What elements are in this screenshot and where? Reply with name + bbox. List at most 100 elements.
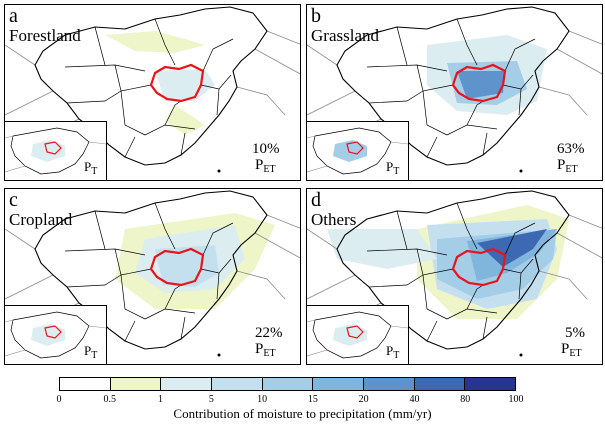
colorbar-tick-label: 100 [508, 394, 524, 405]
source-region-outline [451, 63, 507, 103]
inset-source-region [346, 325, 364, 339]
pt-label: PT [386, 343, 400, 362]
neighbor-boundary [254, 232, 300, 259]
province-boundary [422, 90, 448, 136]
inset-map-graphic [5, 306, 106, 364]
panel-letter: d [311, 189, 321, 211]
inset-neighbor-boundary [5, 319, 106, 357]
province-boundary [456, 202, 478, 250]
colorbar-swatch [313, 378, 365, 390]
neighbor-boundary [568, 214, 602, 229]
inset-map: PT [5, 121, 107, 180]
province-boundary [368, 274, 424, 288]
inset-country-outline [312, 127, 392, 175]
island-marker [217, 353, 221, 357]
colorbar-label: Contribution of moisture to precipitatio… [173, 406, 432, 421]
province-boundary [482, 316, 488, 340]
neighbor-boundary [538, 270, 588, 300]
province-boundary [120, 274, 146, 320]
colorbar-swatch [465, 378, 516, 390]
colorbar-swatch [364, 378, 415, 390]
panel-letter: c [9, 189, 18, 211]
source-region-outline [149, 63, 205, 103]
country-outline [336, 190, 570, 350]
colorbar-swatch [60, 378, 111, 390]
province-boundary [368, 90, 424, 104]
inset-contour [333, 324, 367, 346]
precipitation-contour [165, 105, 205, 135]
pet-label: PET [561, 341, 582, 359]
province-boundary [202, 222, 234, 256]
province-boundary [120, 90, 146, 136]
pt-label: PT [84, 343, 98, 362]
neighbor-boundary [556, 232, 602, 259]
province-boundary [180, 132, 186, 156]
precipitation-contour [477, 229, 547, 267]
province-boundary [164, 100, 182, 126]
map-panel-cropland: c Cropland 22% PET PT [4, 188, 301, 365]
colorbar-tick-label: 0.5 [103, 394, 117, 405]
island-marker [519, 353, 523, 357]
inset-country-outline [10, 127, 90, 175]
province-boundary [518, 272, 522, 300]
neighbor-boundary [266, 30, 300, 45]
percent-label: 10% [252, 141, 280, 157]
land-cover-title: Cropland [9, 210, 73, 229]
map-panel-forestland: a Forestland 10% PET PT [4, 4, 301, 181]
precipitation-contour [105, 31, 205, 53]
neighbor-boundary [5, 274, 54, 300]
inset-contour [31, 324, 65, 346]
panel-letter: b [311, 5, 321, 27]
neighbor-boundary [5, 44, 36, 66]
inset-map: PT [307, 305, 409, 364]
pt-label: PT [386, 159, 400, 178]
colorbar-tick-label: 1 [158, 394, 164, 405]
neighbor-boundary [568, 30, 602, 45]
province-boundary [482, 132, 488, 156]
province-boundary [466, 284, 484, 310]
neighbor-boundary [236, 270, 286, 300]
inset-source-region [44, 325, 62, 339]
panel-letter: a [9, 5, 18, 27]
colorbar-tick-label: 0 [56, 394, 62, 405]
neighbor-boundary [307, 274, 356, 300]
colorbar-swatch [110, 378, 162, 390]
island-marker [217, 169, 221, 173]
province-boundary [396, 26, 408, 66]
country-outline [34, 190, 268, 350]
inset-map-graphic [307, 306, 408, 364]
province-boundary [518, 88, 522, 116]
pt-label: PT [84, 159, 98, 178]
province-boundary [466, 100, 484, 126]
percent-label: 5% [565, 325, 585, 341]
inset-map-graphic [307, 122, 408, 180]
province-boundary [94, 26, 106, 66]
percent-label: 63% [557, 141, 585, 157]
province-boundary [426, 320, 438, 342]
province-boundary [396, 210, 408, 250]
land-cover-title: Others [311, 210, 357, 229]
inset-neighbor-boundary [307, 135, 408, 173]
neighbor-boundary [307, 44, 338, 66]
country-outline [336, 6, 570, 166]
neighbor-boundary [556, 48, 602, 75]
country-outline [34, 6, 268, 166]
province-boundary [456, 18, 478, 66]
precipitation-contour [457, 71, 505, 99]
inset-contour [31, 140, 65, 162]
province-boundary [94, 210, 106, 250]
map-graphic [307, 5, 602, 180]
province-boundary [66, 274, 122, 288]
colorbar-swatch [161, 378, 213, 390]
province-boundary [164, 284, 182, 310]
neighbor-boundary [254, 48, 300, 75]
province-boundary [124, 136, 136, 158]
colorbar-tick-label: 40 [409, 394, 420, 405]
neighbor-boundary [236, 86, 286, 116]
inset-map-graphic [5, 122, 106, 180]
province-boundary [66, 90, 122, 104]
colorbar-tick-label: 80 [460, 394, 471, 405]
inset-map: PT [5, 305, 107, 364]
colorbar-tick-label: 10 [257, 394, 268, 405]
neighbor-boundary [5, 228, 36, 250]
